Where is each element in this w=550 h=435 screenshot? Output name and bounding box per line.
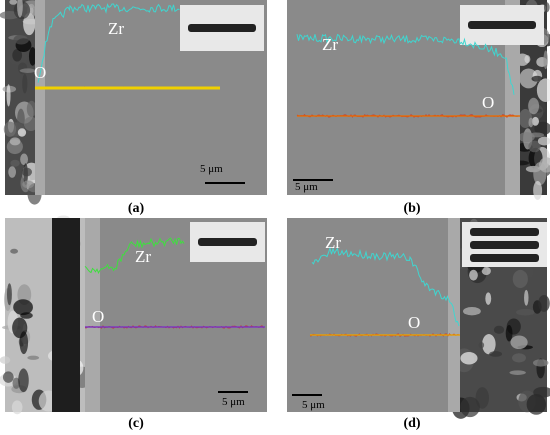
texture [532,359,549,367]
scale-bar-label: 5 μm [200,163,223,175]
zr-line-scan [296,33,515,95]
interface [85,218,100,412]
scale-bar-label: 5 μm [302,399,325,411]
texture [19,68,36,73]
rod [468,21,536,29]
texture [533,386,550,398]
texture [533,180,543,200]
texture [526,393,546,415]
texture [9,137,21,146]
texture [537,136,550,146]
texture [2,371,14,383]
zr-line-scan [84,237,185,275]
texture [22,73,28,94]
rod [198,238,257,246]
texture [531,116,540,126]
texture [26,100,37,118]
texture [8,166,17,178]
zr-line-scan [37,3,180,83]
texture [478,342,485,349]
panel-caption: (b) [403,201,420,216]
texture [544,2,550,13]
texture [528,117,534,128]
texture [460,352,478,365]
o-label: O [408,313,420,332]
texture [10,159,20,167]
texture [6,283,12,306]
texture [469,269,478,281]
texture [17,0,23,18]
texture [13,34,30,45]
texture [529,132,545,138]
texture [531,75,543,82]
texture [0,356,11,364]
texture [21,167,33,177]
texture [528,97,540,115]
texture [534,121,550,136]
texture [17,128,27,137]
interface [505,0,520,195]
texture [28,47,37,66]
panel-caption: (d) [403,416,420,431]
texture [3,121,17,137]
texture [12,317,28,339]
zr-label: Zr [108,19,124,38]
rod [470,254,539,262]
rod [188,24,256,32]
texture [463,307,481,316]
texture [538,294,550,312]
texture [528,140,541,153]
texture [511,353,526,363]
texture [539,157,550,173]
texture [17,108,25,131]
texture [13,299,33,316]
texture [505,324,513,342]
texture [22,180,34,189]
texture [460,396,480,418]
texture [27,355,40,360]
o-label: O [482,93,494,112]
rod [470,228,539,236]
texture [12,49,23,62]
texture [10,248,19,254]
texture [510,335,528,350]
rod [470,241,539,249]
texture [11,400,23,415]
texture [20,153,29,166]
texture [485,292,492,305]
interface [35,0,45,195]
zr-label: Zr [325,233,341,252]
scale-bar-label: 5 μm [222,396,245,408]
zr-line-scan [311,246,460,327]
texture [512,269,528,289]
texture [509,370,526,375]
texture [6,84,11,107]
texture [489,351,503,357]
texture [23,116,38,132]
zr-label: Zr [135,247,151,266]
texture [524,289,529,306]
texture [481,266,491,276]
texture [493,325,505,334]
texture [12,377,20,389]
zr-label: Zr [322,35,338,54]
texture [9,0,18,5]
panel-caption: (a) [128,201,145,216]
o-label: O [34,63,46,82]
dark-band [52,218,80,412]
panel-caption: (c) [128,416,144,431]
texture [536,78,550,102]
texture [482,334,496,355]
o-label: O [92,307,104,326]
scale-bar-label: 5 μm [295,181,318,193]
texture [18,368,29,393]
texture [516,308,535,316]
texture [543,50,548,70]
